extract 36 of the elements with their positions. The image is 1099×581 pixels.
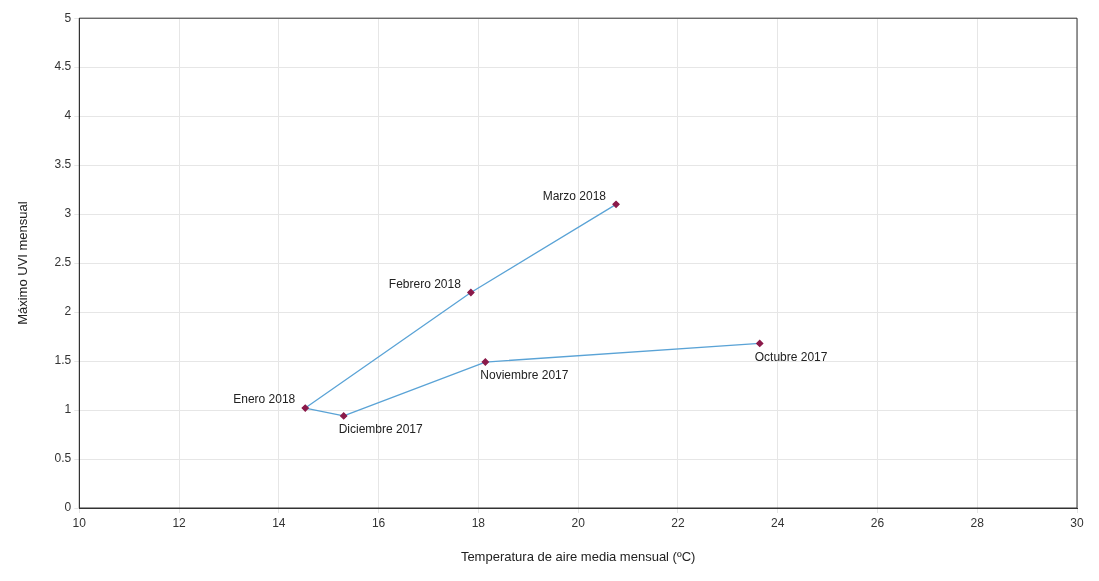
x-tick-label: 30 xyxy=(1070,515,1084,530)
y-tick-label: 5 xyxy=(64,10,72,25)
point xyxy=(340,412,348,420)
y-tick-label: 0.5 xyxy=(54,451,72,466)
y-tick-label: 4.5 xyxy=(54,59,72,74)
x-tick-label: 18 xyxy=(471,515,486,530)
x-tick-label: 24 xyxy=(771,515,785,530)
annotation: Octubre 2017 xyxy=(754,349,828,364)
annotation: Noviembre 2017 xyxy=(480,368,569,383)
y-tick-label: 1 xyxy=(64,402,72,417)
point xyxy=(756,339,764,348)
x-tick-label: 20 xyxy=(571,515,586,530)
annotation: Febrero 2018 xyxy=(388,276,462,291)
y-tick-label: 1.5 xyxy=(54,353,72,368)
x-tick-label: 10 xyxy=(72,515,87,530)
annotation: Diciembre 2017 xyxy=(338,422,424,437)
y-tick-label: 3 xyxy=(64,206,72,221)
y-tick-label: 2 xyxy=(64,304,72,319)
x-tick-label: 12 xyxy=(172,515,187,530)
point xyxy=(612,200,620,208)
y-tick-label: 0 xyxy=(64,500,72,515)
y-tick-label: 2.5 xyxy=(54,255,72,270)
point xyxy=(301,404,309,412)
x-tick-label: 16 xyxy=(371,515,386,530)
x-tick-label: 22 xyxy=(671,515,685,530)
x-tick-label: 26 xyxy=(870,515,885,530)
y-tick-label: 4 xyxy=(64,108,72,123)
x-tick-label: 14 xyxy=(272,515,286,530)
point xyxy=(481,358,489,366)
y-axis-title: Máximo UVI mensual xyxy=(15,201,31,325)
annotation: Marzo 2018 xyxy=(542,188,607,203)
y-tick-label: 3.5 xyxy=(54,157,72,172)
point xyxy=(467,288,475,297)
x-tick-label: 28 xyxy=(970,515,985,530)
annotation: Enero 2018 xyxy=(233,392,296,407)
x-axis-title: Temperatura de aire media mensual (ºC) xyxy=(460,548,696,564)
